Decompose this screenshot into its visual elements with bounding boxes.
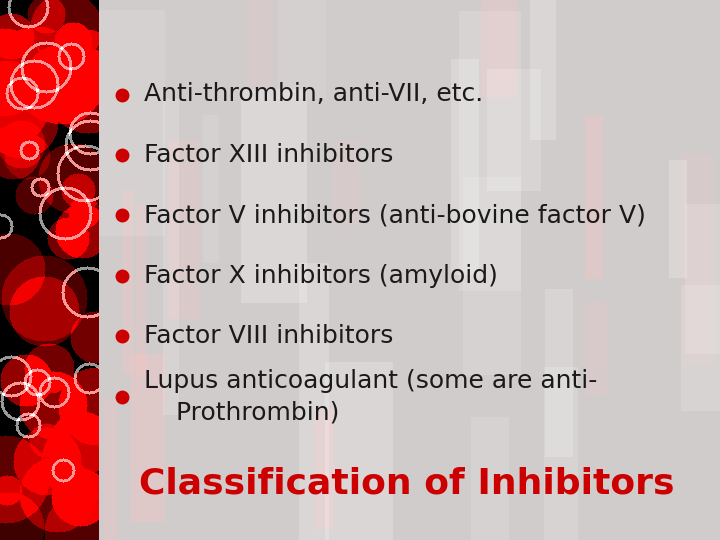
- Text: Factor VIII inhibitors: Factor VIII inhibitors: [144, 325, 393, 348]
- Text: Anti-thrombin, anti-VII, etc.: Anti-thrombin, anti-VII, etc.: [144, 83, 483, 106]
- Text: Lupus anticoagulant (some are anti-
    Prothrombin): Lupus anticoagulant (some are anti- Prot…: [144, 369, 598, 424]
- Text: Classification of Inhibitors: Classification of Inhibitors: [139, 467, 675, 500]
- Text: Factor V inhibitors (anti-bovine factor V): Factor V inhibitors (anti-bovine factor …: [144, 204, 646, 227]
- Text: Factor X inhibitors (amyloid): Factor X inhibitors (amyloid): [144, 264, 498, 288]
- Text: Factor XIII inhibitors: Factor XIII inhibitors: [144, 143, 393, 167]
